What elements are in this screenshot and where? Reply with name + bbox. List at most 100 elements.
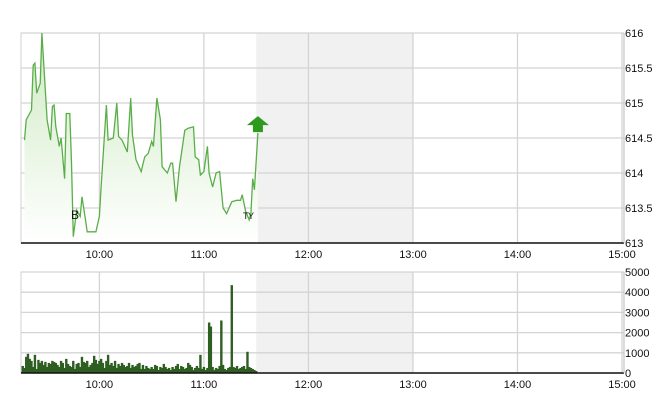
price-x-tick-label: 11:00 xyxy=(191,249,218,261)
price-y-tick-label: 615 xyxy=(625,98,643,110)
volume-bar xyxy=(124,366,127,373)
volume-bar xyxy=(167,367,171,373)
volume-bar xyxy=(214,367,218,373)
volume-bar xyxy=(207,322,211,373)
volume-bar xyxy=(185,367,188,373)
volume-bar xyxy=(101,362,105,373)
volume-bar xyxy=(37,359,40,373)
volume-bar xyxy=(209,326,213,373)
price-x-tick-label: 14:00 xyxy=(504,249,532,261)
volume-bar xyxy=(169,369,173,373)
volume-bar xyxy=(246,351,249,373)
volume-bar xyxy=(221,364,225,373)
volume-bar xyxy=(44,361,47,373)
volume-bar xyxy=(103,367,106,373)
volume-bar xyxy=(68,365,71,373)
volume-bar xyxy=(153,364,157,373)
volume-shaded-region xyxy=(256,272,413,373)
trade-marker: T xyxy=(243,211,249,221)
volume-bar xyxy=(75,363,78,373)
volume-bar xyxy=(166,368,169,373)
volume-bar xyxy=(115,367,119,373)
volume-bar xyxy=(92,355,96,373)
volume-bar xyxy=(187,362,190,373)
volume-bar xyxy=(131,364,134,373)
price-x-tick-label: 15:00 xyxy=(608,249,636,261)
volume-bar xyxy=(230,285,233,373)
volume-bar xyxy=(49,363,52,373)
volume-bar xyxy=(58,366,61,373)
volume-bar xyxy=(72,360,75,373)
volume-bar xyxy=(235,365,239,373)
volume-bar xyxy=(54,362,58,373)
trade-marker: Y xyxy=(248,211,254,221)
volume-bar xyxy=(94,359,98,373)
volume-bar xyxy=(146,367,150,373)
volume-bar xyxy=(40,360,44,373)
volume-bar xyxy=(84,362,87,373)
volume-x-tick-label: 12:00 xyxy=(295,379,323,391)
volume-bar xyxy=(200,368,204,373)
volume-bar xyxy=(56,364,59,373)
volume-bar xyxy=(211,366,214,373)
volume-bar xyxy=(136,363,139,373)
volume-bar xyxy=(33,354,37,373)
volume-bar xyxy=(82,361,85,373)
volume-bar xyxy=(248,366,251,373)
volume-bar xyxy=(225,369,228,373)
volume-x-tick-label: 15:00 xyxy=(608,379,636,391)
price-x-tick-label: 12:00 xyxy=(295,249,323,261)
volume-bar xyxy=(241,366,244,373)
volume-bar xyxy=(190,366,193,373)
volume-bar xyxy=(228,366,232,373)
volume-bar xyxy=(152,368,155,373)
volume-bar xyxy=(220,320,223,373)
volume-bar xyxy=(79,366,82,373)
volume-y-tick-label: 4000 xyxy=(625,287,649,299)
volume-bar xyxy=(31,366,35,373)
volume-bar xyxy=(148,368,152,373)
volume-bar xyxy=(73,368,77,373)
volume-bar xyxy=(45,366,49,373)
volume-bar xyxy=(98,360,101,373)
volume-bar xyxy=(218,365,221,373)
volume-bar xyxy=(52,361,56,373)
price-area-fill xyxy=(24,33,258,243)
volume-bar xyxy=(171,366,174,373)
volume-bar xyxy=(108,364,112,373)
volume-bar xyxy=(174,365,178,373)
volume-bar xyxy=(70,366,73,373)
price-y-tick-label: 614.5 xyxy=(625,133,653,145)
volume-bar xyxy=(23,367,26,373)
volume-bar xyxy=(28,358,31,373)
volume-bar xyxy=(251,368,254,373)
volume-bar xyxy=(160,367,164,373)
volume-bar xyxy=(61,362,65,373)
volume-bar xyxy=(204,369,207,373)
volume-bar xyxy=(159,366,162,373)
volume-bar xyxy=(25,356,28,373)
up-arrow-icon xyxy=(246,116,269,133)
volume-bar xyxy=(140,368,143,373)
price-y-tick-label: 615.5 xyxy=(625,63,653,75)
volume-x-tick-label: 13:00 xyxy=(399,379,427,391)
volume-bar xyxy=(223,368,227,373)
volume-bar xyxy=(206,367,209,373)
volume-bar xyxy=(150,366,153,373)
volume-bar xyxy=(173,368,176,373)
volume-bar xyxy=(141,364,145,373)
volume-bar xyxy=(232,366,235,373)
volume-bar xyxy=(157,369,160,373)
volume-bar xyxy=(143,368,146,373)
volume-bar xyxy=(242,365,246,373)
volume-bar xyxy=(87,366,91,373)
volume-bar xyxy=(59,360,63,373)
volume-bar xyxy=(65,358,68,373)
volume-bar xyxy=(129,367,132,373)
volume-y-tick-label: 5000 xyxy=(625,267,649,279)
volume-bar xyxy=(80,356,84,373)
volume-y-tick-label: 3000 xyxy=(625,307,649,319)
volume-bar xyxy=(199,354,202,373)
volume-bar xyxy=(134,365,138,373)
